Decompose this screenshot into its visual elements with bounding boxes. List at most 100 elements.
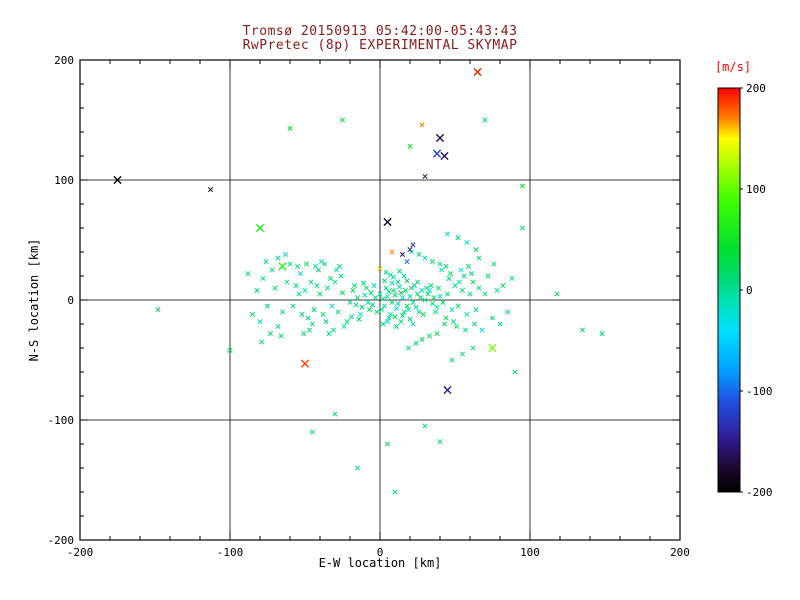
data-point [245,271,251,277]
data-point [275,323,281,329]
x-tick-label: 200 [670,546,690,559]
data-point [473,247,479,253]
data-point [359,304,365,310]
colorbar-tick-label: 0 [746,284,753,297]
data-point [297,271,304,277]
data-point [318,259,325,265]
data-point [407,293,413,299]
data-point [456,279,463,285]
data-point [300,331,307,337]
data-point [294,263,301,269]
data-point [306,327,313,333]
data-point [332,279,338,285]
data-point [257,319,263,325]
data-point [482,117,488,123]
data-point [399,313,406,319]
data-point [384,293,391,299]
data-point [327,275,334,281]
data-point [357,311,364,317]
data-point [443,315,449,321]
data-point [422,255,428,261]
data-point [356,316,362,322]
y-tick-label: -100 [48,414,75,427]
data-point [302,287,308,293]
data-point [354,465,361,471]
data-point [309,429,316,435]
data-point [381,278,388,284]
colorbar-unit-label: [m/s] [714,60,752,74]
data-point [366,307,373,313]
data-point [312,263,319,269]
data-point [314,283,320,289]
data-point [443,385,452,395]
data-point [282,251,289,257]
data-point [389,280,395,286]
data-point [444,231,451,237]
data-point [443,263,449,269]
data-point [419,337,425,343]
data-point [401,309,407,315]
data-point [431,295,437,301]
data-point [326,331,332,337]
colorbar-tick-label: 200 [746,82,766,95]
data-point [458,267,464,273]
tick-labels: -200 -100 0 100 200 -200 -100 0 100 200 [48,54,690,559]
data-point [336,263,343,269]
data-point [374,309,380,315]
data-point [429,301,436,307]
data-point [272,285,278,291]
data-point [279,309,286,315]
data-point [446,275,452,281]
data-point [353,302,359,308]
data-point [390,287,397,293]
x-axis-label: E-W location [km] [318,556,442,570]
data-point [339,290,346,296]
data-point [410,299,416,305]
data-point [258,339,265,345]
data-point [470,279,476,285]
data-point [464,311,470,317]
data-point [437,293,443,299]
x-tick-label: 0 [377,546,384,559]
data-point [383,269,389,275]
data-point [384,441,391,447]
data-point [384,319,391,325]
colorbar-tick-label: -100 [746,385,773,398]
data-point [372,295,379,301]
data-point [350,287,356,293]
data-point [404,278,410,284]
data-point [464,239,470,245]
data-point [402,287,409,293]
data-point [440,299,446,305]
data-point [347,299,353,305]
data-point [263,259,269,265]
colorbar-tick-label: 100 [746,183,766,196]
data-point [444,291,451,297]
data-point [417,295,424,301]
colorbar [717,87,741,493]
data-point [369,302,376,308]
data-point [317,291,323,297]
data-point [383,285,389,291]
data-point [392,292,398,298]
y-tick-label: 200 [54,54,74,67]
data-point [405,345,412,351]
data-point [113,175,122,185]
data-point [441,321,448,327]
data-point [489,315,496,321]
data-point [396,268,403,274]
data-point [363,285,370,291]
data-point [395,301,401,307]
data-point [432,149,442,158]
data-point [488,343,497,353]
data-point [380,321,386,327]
data-point [452,283,458,289]
data-point [254,287,260,293]
data-point [422,173,428,179]
data-point [426,287,433,293]
data-point [519,183,526,189]
data-point [416,309,422,315]
data-point [287,125,293,131]
data-point [434,331,440,337]
colorbar-tick-labels: 200 100 0 -100 -200 [740,82,773,499]
